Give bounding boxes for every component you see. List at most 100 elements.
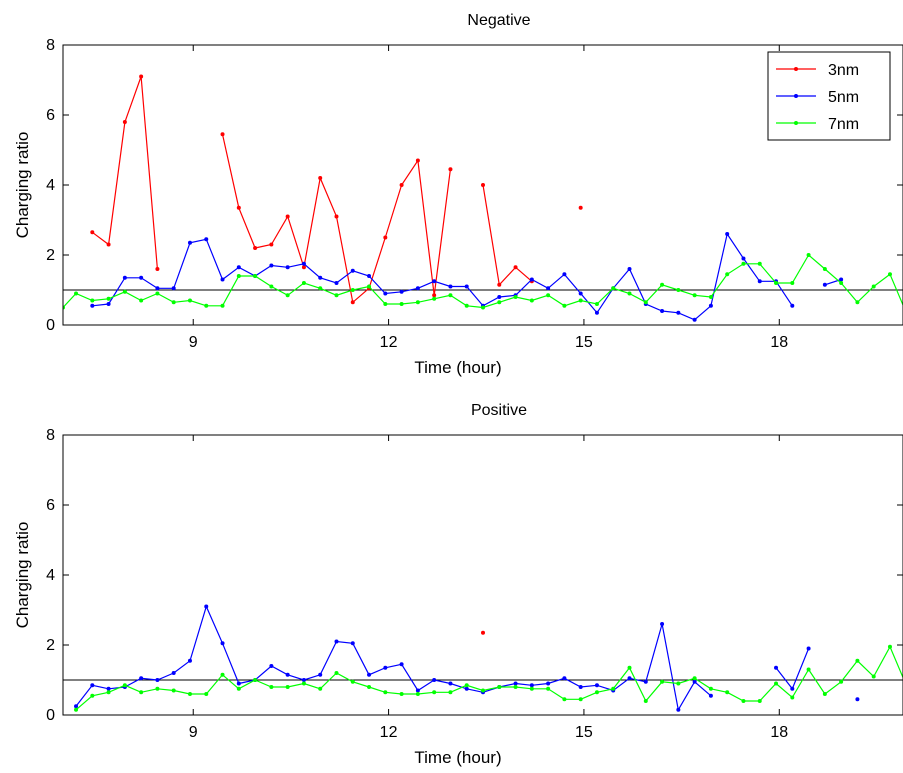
data-point <box>529 298 534 303</box>
x-tick-label: 18 <box>770 724 788 741</box>
data-point <box>725 232 730 236</box>
data-point <box>887 272 892 277</box>
x-tick-label: 12 <box>380 334 398 351</box>
data-point <box>285 214 290 219</box>
data-point <box>660 309 665 313</box>
data-point <box>611 686 616 691</box>
data-point <box>708 295 713 299</box>
data-point <box>155 678 160 682</box>
data-point <box>171 671 176 675</box>
data-point <box>220 672 225 677</box>
data-point <box>106 296 111 301</box>
y-tick-label: 2 <box>46 637 55 654</box>
data-point <box>741 256 746 261</box>
y-tick-label: 6 <box>46 107 55 124</box>
data-point <box>448 690 453 695</box>
data-point <box>171 688 176 693</box>
data-point <box>660 282 665 287</box>
y-tick-label: 8 <box>46 37 55 54</box>
data-point <box>790 686 795 691</box>
data-point <box>627 676 632 681</box>
data-point <box>546 286 551 291</box>
data-point <box>643 679 648 684</box>
legend: 3nm 5nm 7nm <box>767 51 891 141</box>
data-point <box>415 300 420 305</box>
data-point <box>350 679 355 684</box>
data-point <box>546 293 551 298</box>
data-point <box>318 275 323 280</box>
data-point <box>285 293 290 298</box>
data-point <box>432 690 437 695</box>
data-point <box>220 303 225 308</box>
data-point <box>269 664 274 668</box>
data-point <box>383 665 388 670</box>
data-point <box>301 681 306 686</box>
data-point <box>497 685 502 689</box>
data-point <box>236 686 241 691</box>
data-point <box>269 284 274 289</box>
data-point <box>334 293 339 298</box>
data-point <box>269 685 274 689</box>
data-point <box>839 277 844 282</box>
data-point <box>90 683 95 688</box>
data-point <box>106 690 111 695</box>
data-point <box>448 293 453 298</box>
data-point <box>578 697 583 702</box>
data-point <box>399 289 404 294</box>
data-point <box>155 267 160 271</box>
data-point <box>855 300 860 305</box>
data-point <box>627 665 632 670</box>
data-point <box>497 295 502 299</box>
data-point <box>887 644 892 649</box>
data-point <box>708 303 713 308</box>
data-point <box>399 302 404 306</box>
data-point <box>725 690 730 695</box>
data-point <box>122 275 127 280</box>
data-point <box>415 286 420 291</box>
data-point <box>757 279 762 284</box>
data-point <box>513 295 518 299</box>
data-point <box>106 686 111 691</box>
data-point <box>74 291 79 296</box>
chart-1: Positive 0 2 4 6 8 9 12 15 18 Time (hour) Charging … <box>13 402 903 767</box>
data-point <box>806 253 811 257</box>
chart-title: Negative <box>467 12 530 29</box>
data-point <box>367 274 372 278</box>
legend-marker <box>794 121 798 125</box>
data-point <box>871 284 876 289</box>
data-point <box>741 699 746 703</box>
data-point <box>448 284 453 289</box>
data-point <box>155 286 160 291</box>
data-point <box>741 261 746 266</box>
data-point <box>790 695 795 700</box>
data-point <box>578 685 583 689</box>
data-point <box>415 692 420 696</box>
data-point <box>399 183 404 187</box>
data-point <box>253 678 258 682</box>
data-point <box>285 685 290 689</box>
data-point <box>660 622 665 626</box>
data-point <box>822 267 827 271</box>
data-point <box>350 300 355 305</box>
data-point <box>399 692 404 696</box>
data-point <box>529 686 534 691</box>
data-point <box>855 697 860 702</box>
data-point <box>448 167 453 172</box>
data-point <box>318 686 323 691</box>
data-point <box>855 658 860 663</box>
data-point <box>350 268 355 273</box>
data-point <box>464 683 469 688</box>
y-tick-label: 4 <box>46 177 55 194</box>
data-point <box>643 300 648 305</box>
data-point <box>367 284 372 289</box>
data-point <box>822 282 827 287</box>
series-line <box>75 645 903 711</box>
data-point <box>692 317 697 322</box>
x-axis-label: Time (hour) <box>414 358 501 377</box>
data-point <box>139 676 144 681</box>
data-point <box>708 693 713 698</box>
data-point <box>74 707 79 712</box>
data-point <box>594 310 599 315</box>
data-point <box>122 683 127 688</box>
